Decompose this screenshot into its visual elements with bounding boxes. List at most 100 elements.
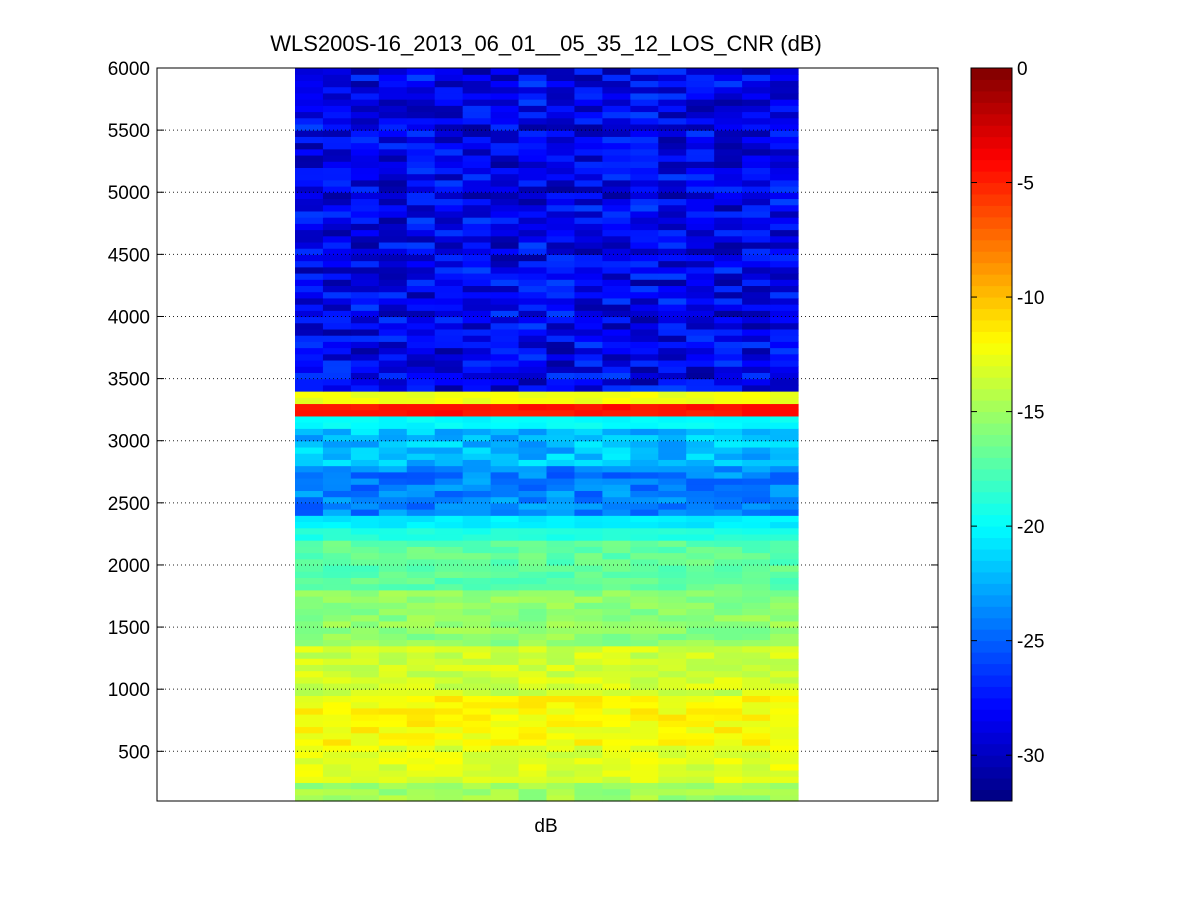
heatmap-cell (602, 639, 631, 647)
heatmap-cell (602, 602, 631, 610)
heatmap-cell (322, 372, 352, 380)
heatmap-cell (322, 304, 352, 311)
heatmap-cell (658, 471, 687, 479)
heatmap-cell (742, 509, 771, 516)
heatmap-cell (406, 446, 436, 454)
heatmap-cell (658, 123, 687, 131)
heatmap-cell (406, 279, 436, 287)
heatmap-cell (295, 130, 324, 137)
heatmap-cell (770, 521, 799, 529)
heatmap-cell (462, 788, 492, 796)
heatmap-cell (602, 515, 631, 523)
heatmap-cell (518, 279, 548, 287)
heatmap-cell (378, 620, 408, 628)
heatmap-cell (295, 179, 324, 187)
heatmap-cell (770, 540, 799, 547)
heatmap-cell (714, 111, 743, 119)
heatmap-cell (462, 533, 492, 541)
heatmap-cell (714, 198, 743, 206)
heatmap-cell (378, 297, 408, 305)
heatmap-cell (518, 446, 548, 454)
heatmap-cell (462, 589, 492, 597)
heatmap-cell (602, 633, 631, 641)
heatmap-cell (574, 564, 603, 572)
heatmap-cell (295, 422, 324, 429)
heatmap-cell (714, 403, 743, 411)
heatmap-cell (406, 484, 436, 491)
heatmap-cell (434, 80, 464, 88)
heatmap-cell (462, 614, 492, 622)
heatmap-cell (322, 254, 352, 262)
colorbar-stripe (971, 102, 1012, 115)
heatmap-cell (350, 490, 380, 498)
heatmap-cell (490, 707, 520, 715)
heatmap-cell (770, 347, 799, 355)
heatmap-cell (490, 285, 520, 293)
heatmap-cell (378, 602, 408, 610)
heatmap-cell (630, 123, 659, 131)
heatmap-cell (406, 422, 436, 429)
heatmap-cell (295, 403, 324, 411)
heatmap-cell (686, 546, 715, 554)
heatmap-cell (462, 782, 492, 790)
heatmap-cell (322, 322, 352, 330)
y-tick-label: 6000 (108, 59, 150, 80)
heatmap-cell (462, 142, 492, 150)
heatmap-cell (350, 428, 380, 436)
heatmap-cell (770, 415, 799, 423)
heatmap-cell (602, 571, 631, 578)
heatmap-cell (742, 235, 771, 243)
heatmap-cell (686, 347, 715, 355)
heatmap-cell (714, 74, 743, 82)
heatmap-cell (770, 689, 799, 696)
heatmap-cell (658, 763, 687, 771)
heatmap-cell (518, 440, 548, 448)
heatmap-cell (546, 782, 576, 790)
heatmap-cell (378, 515, 408, 523)
heatmap-cell (658, 732, 687, 740)
heatmap-cell (546, 198, 576, 206)
heatmap-cell (770, 651, 799, 659)
heatmap-cell (462, 291, 492, 299)
heatmap-cell (406, 490, 436, 498)
colorbar-tick-label: -30 (1017, 746, 1044, 767)
heatmap-cell (770, 80, 799, 88)
colorbar-tick-label: -15 (1017, 403, 1044, 424)
heatmap-cell (574, 738, 603, 746)
heatmap-cell (546, 235, 576, 243)
heatmap-cell (350, 409, 380, 417)
colorbar-tick-label: 0 (1017, 59, 1028, 80)
heatmap-cell (602, 757, 631, 765)
heatmap-cell (406, 210, 436, 218)
heatmap-cell (295, 633, 324, 641)
heatmap-cell (350, 707, 380, 715)
heatmap-cell (378, 608, 408, 616)
heatmap-cell (322, 117, 352, 125)
heatmap-cell (546, 154, 576, 162)
y-tick-label: 2000 (108, 556, 150, 577)
heatmap-cell (462, 167, 492, 175)
heatmap-cell (770, 639, 799, 647)
heatmap-cell (770, 266, 799, 274)
heatmap-cell (490, 558, 520, 566)
heatmap-cell (462, 763, 492, 771)
heatmap-cell (462, 148, 492, 156)
heatmap-cell (322, 714, 352, 721)
colorbar-stripe (971, 583, 1012, 596)
heatmap-cell (686, 92, 715, 100)
heatmap-cell (770, 335, 799, 342)
heatmap-cell (406, 527, 436, 535)
heatmap-cell (295, 74, 324, 82)
heatmap-cell (350, 310, 380, 318)
heatmap-cell (378, 111, 408, 119)
heatmap-cell (518, 589, 548, 597)
heatmap-cell (546, 732, 576, 740)
heatmap-cell (602, 378, 631, 386)
colorbar-stripe (971, 228, 1012, 241)
heatmap-cell (322, 776, 352, 783)
heatmap-cell (350, 794, 380, 802)
heatmap-cell (378, 527, 408, 535)
heatmap-cell (602, 664, 631, 672)
heatmap-cell (546, 204, 576, 212)
heatmap-cell (742, 186, 771, 193)
